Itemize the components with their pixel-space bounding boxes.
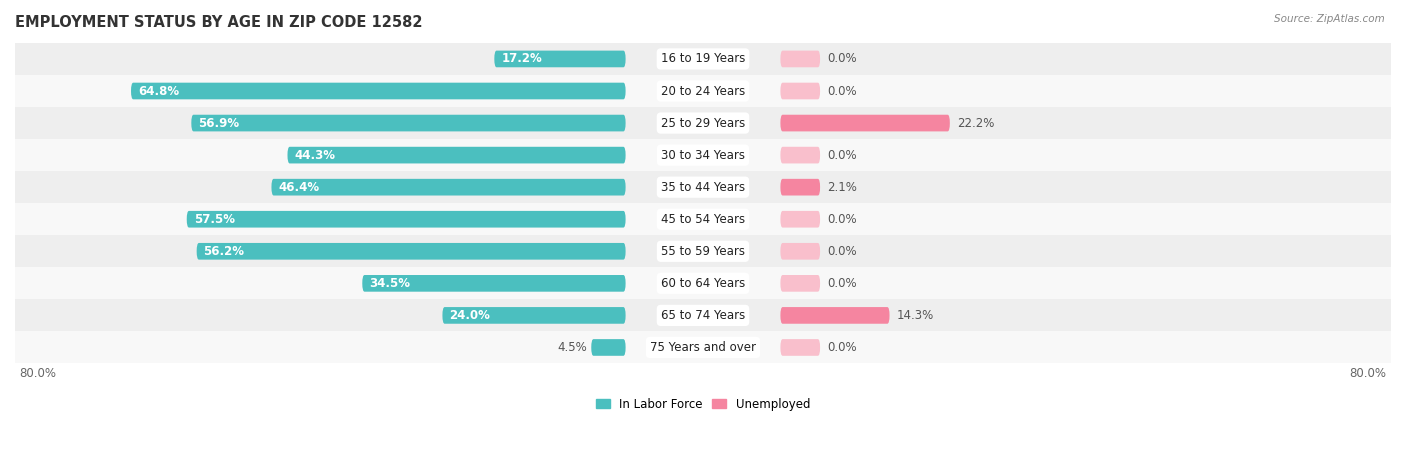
Text: 25 to 29 Years: 25 to 29 Years xyxy=(661,116,745,129)
FancyBboxPatch shape xyxy=(187,211,626,228)
Text: EMPLOYMENT STATUS BY AGE IN ZIP CODE 12582: EMPLOYMENT STATUS BY AGE IN ZIP CODE 125… xyxy=(15,15,422,30)
Text: Source: ZipAtlas.com: Source: ZipAtlas.com xyxy=(1274,14,1385,23)
Text: 45 to 54 Years: 45 to 54 Years xyxy=(661,213,745,226)
Text: 80.0%: 80.0% xyxy=(1350,367,1386,380)
Text: 0.0%: 0.0% xyxy=(827,277,856,290)
FancyBboxPatch shape xyxy=(363,275,626,292)
FancyBboxPatch shape xyxy=(780,83,820,99)
Text: 60 to 64 Years: 60 to 64 Years xyxy=(661,277,745,290)
Text: 30 to 34 Years: 30 to 34 Years xyxy=(661,149,745,161)
FancyBboxPatch shape xyxy=(15,267,1391,299)
FancyBboxPatch shape xyxy=(197,243,626,260)
FancyBboxPatch shape xyxy=(780,51,820,67)
Text: 34.5%: 34.5% xyxy=(370,277,411,290)
FancyBboxPatch shape xyxy=(495,51,626,67)
Text: 57.5%: 57.5% xyxy=(194,213,235,226)
Text: 20 to 24 Years: 20 to 24 Years xyxy=(661,84,745,97)
FancyBboxPatch shape xyxy=(780,211,820,228)
Text: 17.2%: 17.2% xyxy=(501,52,541,65)
FancyBboxPatch shape xyxy=(780,275,820,292)
Text: 0.0%: 0.0% xyxy=(827,84,856,97)
Text: 65 to 74 Years: 65 to 74 Years xyxy=(661,309,745,322)
FancyBboxPatch shape xyxy=(15,75,1391,107)
Text: 56.2%: 56.2% xyxy=(204,245,245,258)
FancyBboxPatch shape xyxy=(15,331,1391,364)
FancyBboxPatch shape xyxy=(780,339,820,356)
Text: 75 Years and over: 75 Years and over xyxy=(650,341,756,354)
FancyBboxPatch shape xyxy=(780,243,820,260)
FancyBboxPatch shape xyxy=(271,179,626,196)
Text: 46.4%: 46.4% xyxy=(278,181,319,193)
FancyBboxPatch shape xyxy=(15,139,1391,171)
FancyBboxPatch shape xyxy=(191,115,626,131)
FancyBboxPatch shape xyxy=(15,299,1391,331)
Text: 22.2%: 22.2% xyxy=(956,116,994,129)
FancyBboxPatch shape xyxy=(780,115,950,131)
Text: 0.0%: 0.0% xyxy=(827,245,856,258)
Text: 35 to 44 Years: 35 to 44 Years xyxy=(661,181,745,193)
Text: 0.0%: 0.0% xyxy=(827,341,856,354)
FancyBboxPatch shape xyxy=(780,147,820,163)
FancyBboxPatch shape xyxy=(15,107,1391,139)
Text: 0.0%: 0.0% xyxy=(827,52,856,65)
FancyBboxPatch shape xyxy=(780,179,820,196)
FancyBboxPatch shape xyxy=(287,147,626,163)
FancyBboxPatch shape xyxy=(592,339,626,356)
Legend: In Labor Force, Unemployed: In Labor Force, Unemployed xyxy=(591,393,815,415)
FancyBboxPatch shape xyxy=(131,83,626,99)
FancyBboxPatch shape xyxy=(15,235,1391,267)
Text: 4.5%: 4.5% xyxy=(557,341,586,354)
Text: 64.8%: 64.8% xyxy=(138,84,179,97)
Text: 14.3%: 14.3% xyxy=(897,309,934,322)
FancyBboxPatch shape xyxy=(780,307,890,324)
FancyBboxPatch shape xyxy=(443,307,626,324)
FancyBboxPatch shape xyxy=(15,203,1391,235)
Text: 56.9%: 56.9% xyxy=(198,116,239,129)
Text: 0.0%: 0.0% xyxy=(827,149,856,161)
Text: 16 to 19 Years: 16 to 19 Years xyxy=(661,52,745,65)
FancyBboxPatch shape xyxy=(15,43,1391,75)
Text: 80.0%: 80.0% xyxy=(20,367,56,380)
FancyBboxPatch shape xyxy=(15,171,1391,203)
Text: 44.3%: 44.3% xyxy=(294,149,336,161)
Text: 2.1%: 2.1% xyxy=(827,181,856,193)
Text: 55 to 59 Years: 55 to 59 Years xyxy=(661,245,745,258)
Text: 24.0%: 24.0% xyxy=(450,309,491,322)
Text: 0.0%: 0.0% xyxy=(827,213,856,226)
